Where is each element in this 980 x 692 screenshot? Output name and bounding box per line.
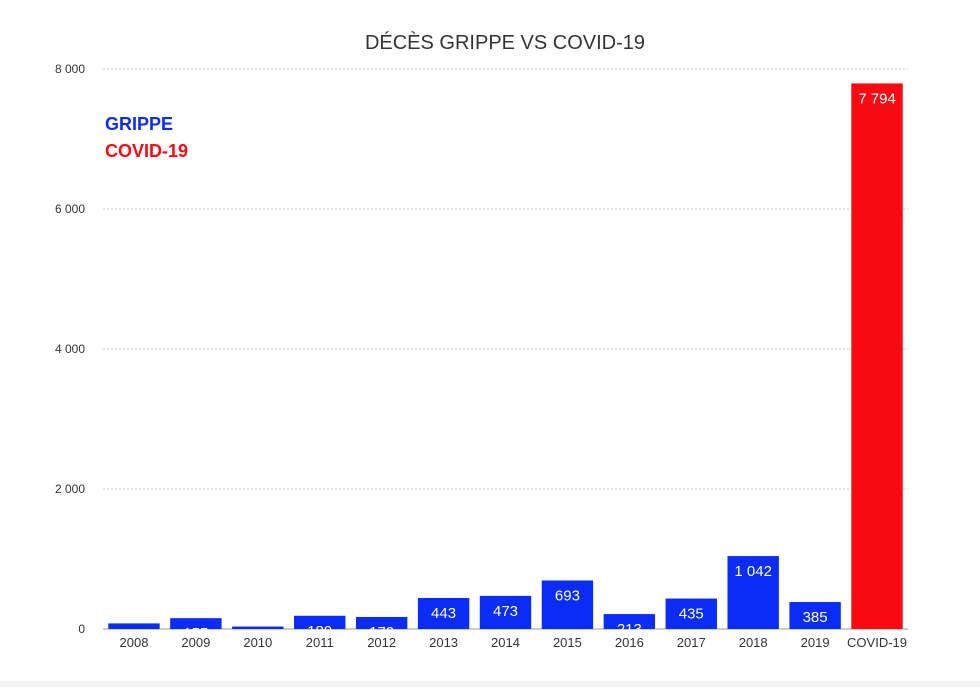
data-label: 1 042 xyxy=(734,563,772,580)
bar xyxy=(232,626,284,629)
grid xyxy=(103,68,908,630)
x-tick-label: 2015 xyxy=(553,635,582,650)
legend-item: GRIPPE xyxy=(105,114,173,134)
x-tick-label: 2018 xyxy=(739,635,768,650)
data-label: 155 xyxy=(183,625,208,642)
data-label: 7 794 xyxy=(858,90,896,107)
bar xyxy=(789,602,841,629)
bar xyxy=(108,623,160,629)
x-tick-label: 2011 xyxy=(306,635,334,650)
x-axis-ticks: 2008 2009 2010 2011 2012 2013 2014 2015 2016 2017… xyxy=(120,635,908,650)
bar xyxy=(727,556,779,629)
x-tick-label: 2013 xyxy=(429,635,458,650)
x-tick-label: 2008 xyxy=(120,635,149,650)
legend-item: COVID-19 xyxy=(105,141,188,161)
x-tick-label: 2019 xyxy=(801,635,830,650)
bar xyxy=(479,595,532,629)
x-tick-label: 2009 xyxy=(181,635,210,650)
y-tick-label: 8 000 xyxy=(55,62,85,76)
x-tick-label: 2012 xyxy=(367,635,396,650)
y-axis-ticks: 0 2 000 4 000 6 000 8 000 xyxy=(55,62,85,636)
bottom-strip xyxy=(0,681,980,687)
x-tick-label: 2014 xyxy=(491,635,520,650)
data-label: 473 xyxy=(493,603,518,620)
data-label: 189 xyxy=(307,623,332,640)
x-tick-label: COVID-19 xyxy=(847,635,907,650)
value-labels: 155 189 172 443 473 693 213 435 1 042 385 7 794 xyxy=(183,90,895,642)
x-tick-label: 2017 xyxy=(677,635,706,650)
data-label: 385 xyxy=(803,609,828,626)
data-label: 213 xyxy=(617,621,642,638)
data-label: 172 xyxy=(369,624,394,641)
bar xyxy=(355,616,408,629)
bars xyxy=(108,83,903,630)
y-tick-label: 4 000 xyxy=(55,342,85,356)
x-tick-label: 2016 xyxy=(615,635,644,650)
bar xyxy=(541,580,594,629)
bar xyxy=(665,598,717,629)
legend: GRIPPE COVID-19 xyxy=(105,114,188,161)
data-label: 693 xyxy=(555,587,580,604)
bar xyxy=(851,83,903,630)
chart-title: DÉCÈS GRIPPE VS COVID-19 xyxy=(365,31,645,54)
y-tick-label: 6 000 xyxy=(55,202,85,216)
data-label: 435 xyxy=(679,606,704,623)
y-tick-label: 0 xyxy=(78,622,85,636)
x-tick-label: 2010 xyxy=(243,635,272,650)
data-label: 443 xyxy=(431,605,456,622)
bar xyxy=(294,615,346,629)
y-tick-label: 2 000 xyxy=(55,482,85,496)
bar xyxy=(170,618,222,629)
bar xyxy=(603,614,656,629)
bar xyxy=(417,597,470,629)
